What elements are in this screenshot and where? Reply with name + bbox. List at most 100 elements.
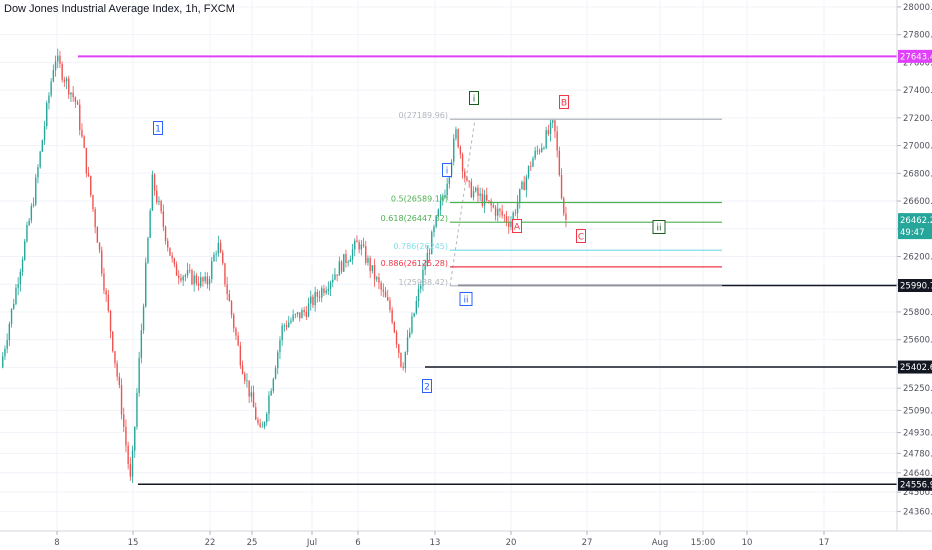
candle-body [175,264,178,276]
candle-body [70,92,72,95]
candle-body [57,55,59,62]
candle-body [422,269,424,286]
candle-body [83,136,85,148]
candle-body [241,365,244,374]
candle-body [103,273,105,291]
candle-body [424,266,426,270]
candle-body [457,129,459,148]
candle-body [63,79,66,82]
candle-body [101,250,103,274]
time-tick-label: Jul [306,538,317,548]
candle-body [178,275,180,278]
price-tick-label: 27800.00 [903,31,932,41]
price-tick-label: 27000.00 [903,142,932,152]
candle-body [420,285,422,289]
candle-body [541,147,543,152]
candle-body [191,270,193,285]
candle-body [239,345,242,366]
candle-body [554,120,556,132]
candle-body [314,291,316,306]
candle-body [230,301,233,315]
candle-body [371,265,374,272]
candle-body [72,92,74,98]
candle-body [158,201,160,203]
candle-body [406,337,409,352]
candle-body [145,262,147,307]
candle-body [395,332,398,345]
candle-body [417,288,420,302]
candlestick-series [2,48,567,483]
candle-body [79,104,81,131]
candle-body [558,150,561,175]
candle-body [65,78,68,82]
candle-body [90,175,92,196]
candle-body [455,129,457,139]
candle-body [563,198,565,214]
support-1-price-tag [898,279,932,293]
candle-body [204,276,206,282]
time-tick-label: 10 [742,538,753,548]
candle-body [323,288,325,294]
candle-body [483,194,486,206]
candle-body [442,197,444,201]
candle-body [565,213,567,220]
wave-label-box [559,95,569,109]
fibonacci-retracement: 0(27189.96) 0.5(26589.14) 0.618(26447.32) 0… [381,111,722,287]
candle-body [532,158,534,167]
time-tick-label: 6 [355,538,360,548]
candle-body [219,242,222,253]
candle-body [303,310,305,313]
candle-body [497,208,499,216]
candle-body [21,259,24,272]
candle-body [547,130,550,135]
candle-body [510,222,512,227]
candle-body [26,225,28,242]
wave-label-box [422,379,432,393]
time-tick-label: 15 [128,538,139,548]
candle-body [193,275,195,285]
candle-body [365,246,367,263]
candle-body [501,210,503,216]
candle-body [61,63,63,80]
candle-body [470,181,473,198]
candle-body [409,332,411,338]
candle-body [338,261,341,276]
candle-body [437,209,440,217]
candle-body [92,195,94,210]
candle-body [127,445,129,465]
candle-body [521,181,523,189]
candle-body [85,147,88,174]
candle-body [41,140,44,152]
candle-body [296,312,299,315]
resistance-price-label: 27643.45 [900,52,932,62]
candle-body [481,193,484,206]
candle-body [6,340,8,349]
candle-body [226,284,228,295]
candle-body [545,130,547,148]
candle-body [384,291,387,298]
candle-body [19,271,22,285]
candle-body [167,240,169,248]
fib-level-label: 1(25988.42) [398,278,448,287]
time-axis[interactable]: 8 15 22 25 Jul 6 13 20 27 Aug 15:00 10 17 [54,531,829,548]
candle-body [523,181,525,191]
candle-body [543,147,545,149]
candle-body [354,240,356,250]
candle-body [235,328,237,336]
candle-body [76,101,79,105]
candle-body [334,274,336,280]
candle-body [292,314,294,321]
candle-body [270,390,272,396]
wave-label: ii [656,224,661,234]
candle-body [411,316,413,333]
candle-body [142,306,145,331]
wave-label: 1 [155,125,161,135]
fib-level-label: 0.886(26125.28) [381,259,448,268]
candle-body [180,277,182,281]
candle-body [294,314,297,316]
candle-body [4,348,6,357]
candle-body [211,261,213,280]
candle-body [52,70,55,82]
candle-body [48,95,50,104]
